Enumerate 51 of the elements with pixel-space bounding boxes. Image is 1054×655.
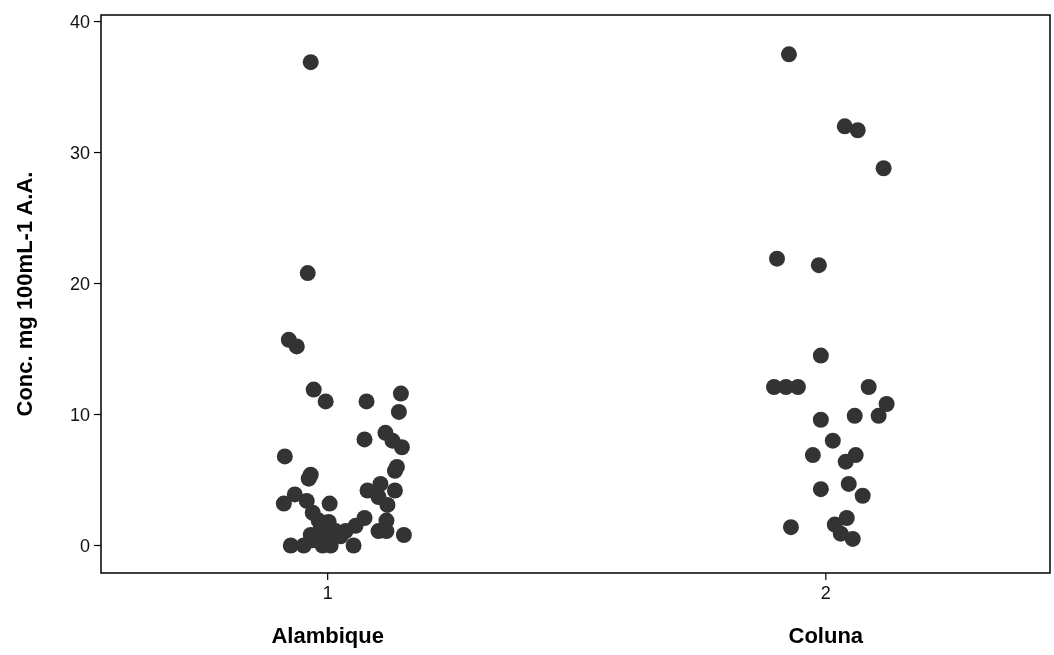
y-tick-label: 30 <box>69 142 90 163</box>
y-tick-label: 0 <box>79 535 90 556</box>
point <box>789 379 806 395</box>
point <box>302 54 319 71</box>
point <box>844 530 861 547</box>
point <box>358 393 375 410</box>
point <box>812 411 829 428</box>
point <box>849 122 866 139</box>
point <box>299 265 316 282</box>
point <box>317 393 334 410</box>
text: Coluna <box>788 623 864 648</box>
point <box>276 448 293 465</box>
point <box>840 475 857 492</box>
point <box>860 379 877 395</box>
point <box>878 396 895 413</box>
x-tick-label: 2 <box>820 583 831 603</box>
text: Alambique <box>271 623 384 648</box>
point <box>870 407 887 424</box>
point <box>379 496 396 513</box>
point <box>395 527 412 544</box>
point <box>305 381 322 398</box>
point <box>321 495 338 512</box>
point <box>837 453 854 470</box>
point <box>345 537 362 554</box>
point <box>780 46 797 63</box>
point <box>769 250 786 267</box>
point <box>356 431 373 448</box>
y-tick-label: 10 <box>69 404 90 425</box>
point <box>298 492 315 509</box>
point <box>392 385 409 402</box>
point <box>288 338 305 355</box>
x-tick-label: 1 <box>322 583 333 603</box>
point <box>782 519 799 536</box>
point <box>875 160 892 177</box>
point <box>812 481 829 498</box>
point <box>836 118 853 135</box>
y-axis-title: Conc. mg 100mL-1 A.A. <box>12 171 37 417</box>
point <box>854 487 871 504</box>
point <box>846 407 863 424</box>
point <box>824 432 841 449</box>
point <box>393 439 410 456</box>
point <box>838 509 855 526</box>
y-tick-label: 20 <box>69 273 90 294</box>
point <box>812 347 829 364</box>
y-tick-label: 40 <box>69 11 90 32</box>
point <box>804 447 821 464</box>
point <box>810 257 827 274</box>
point <box>275 495 292 512</box>
point <box>386 482 403 499</box>
point <box>390 403 407 420</box>
point <box>832 525 849 542</box>
